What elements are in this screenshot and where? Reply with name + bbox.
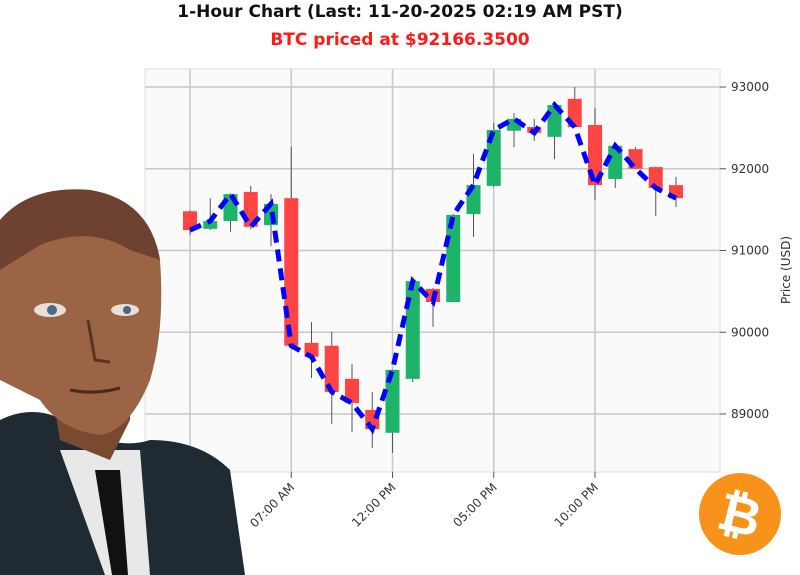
candle-body <box>486 129 501 186</box>
candle-body <box>385 369 400 433</box>
candle-down <box>648 166 663 217</box>
candle-up <box>405 279 420 383</box>
candle-body <box>648 167 663 188</box>
candle-up <box>507 113 521 148</box>
candle-up <box>385 369 400 453</box>
candle-body <box>183 211 197 231</box>
y-tick-label: 93000 <box>731 80 769 94</box>
plot-area <box>144 68 721 473</box>
x-tick-label: 07:00 AM <box>247 480 297 530</box>
x-tick-label: 05:00 PM <box>450 480 499 529</box>
y-axis-label: Price (USD) <box>779 236 793 304</box>
candle-down <box>324 331 339 424</box>
candle-body <box>345 378 359 403</box>
close-price-line <box>188 101 678 435</box>
candle-body <box>608 145 623 179</box>
candle-down <box>345 364 359 432</box>
candle-body <box>203 221 218 229</box>
bitcoin-logo-icon: ₿ <box>699 473 781 555</box>
man-illustration <box>0 189 245 575</box>
y-tick-label: 91000 <box>731 244 769 258</box>
candle-down <box>183 210 197 235</box>
y-tick-label: 89000 <box>731 407 769 421</box>
candle-body <box>405 281 420 379</box>
x-tick-label: 12:00 PM <box>349 480 398 529</box>
chart-title: 1-Hour Chart (Last: 11-20-2025 02:19 AM … <box>177 2 622 22</box>
candle-up <box>203 198 218 231</box>
chart-subtitle: BTC priced at $92166.3500 <box>270 30 529 50</box>
candle-body <box>284 198 299 346</box>
y-tick-label: 92000 <box>731 162 769 176</box>
candle-up <box>608 145 623 188</box>
candle-body <box>324 345 339 392</box>
x-tick-label: 10:00 PM <box>552 480 601 529</box>
grid <box>145 69 720 472</box>
candle-body <box>507 118 521 131</box>
y-axis: 89000 90000 91000 92000 93000 <box>720 80 769 421</box>
y-tick-label: 90000 <box>731 325 769 339</box>
